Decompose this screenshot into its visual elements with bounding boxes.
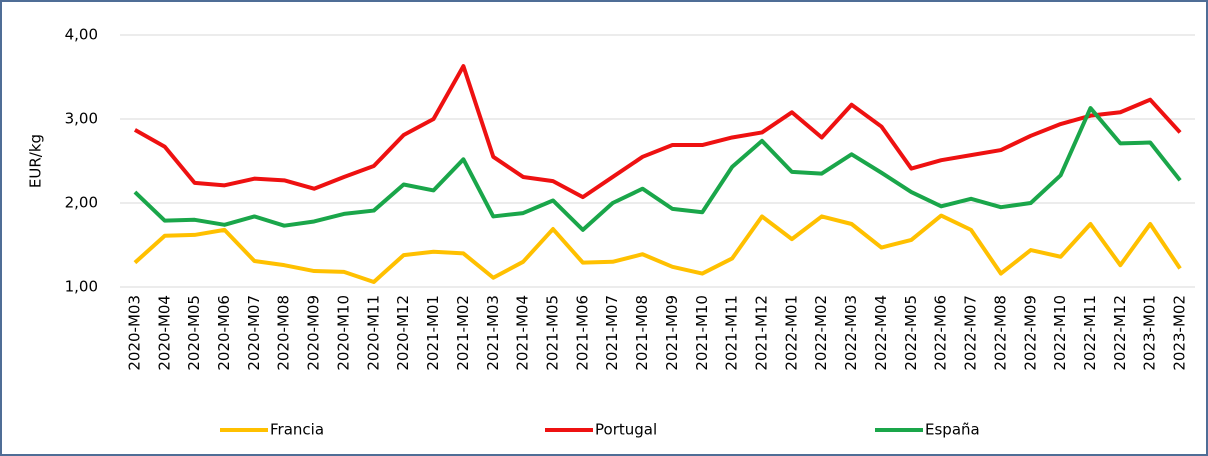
x-tick-label: 2022-M03 [842, 295, 860, 371]
x-tick-label: 2020-M10 [334, 295, 352, 371]
legend-label: España [925, 421, 980, 439]
legend-label: Portugal [595, 421, 657, 439]
series-line [133, 64, 1182, 200]
x-tick-label: 2021-M05 [543, 295, 561, 371]
x-tick-label: 2021-M08 [633, 295, 651, 371]
x-tick-label: 2020-M09 [305, 295, 323, 371]
x-tick-label: 2020-M08 [275, 295, 293, 371]
x-tick-label: 2021-M01 [424, 295, 442, 371]
x-tick-label: 2022-M05 [902, 295, 920, 371]
y-axis-label: EUR/kg [27, 134, 45, 188]
x-tick-label: 2023-M02 [1171, 295, 1189, 371]
x-tick-label: 2023-M01 [1141, 295, 1159, 371]
x-tick-label: 2021-M09 [663, 295, 681, 371]
x-tick-label: 2022-M10 [1051, 295, 1069, 371]
x-tick-label: 2022-M02 [812, 295, 830, 371]
x-tick-label: 2022-M11 [1081, 295, 1099, 371]
x-tick-label: 2020-M12 [394, 295, 412, 371]
x-tick-label: 2020-M06 [215, 295, 233, 371]
x-tick-label: 2022-M08 [991, 295, 1009, 371]
x-tick-label: 2021-M07 [603, 295, 621, 371]
x-tick-label: 2022-M07 [962, 295, 980, 371]
x-tick-label: 2021-M02 [454, 295, 472, 371]
x-tick-label: 2021-M03 [484, 295, 502, 371]
series-line [133, 213, 1182, 284]
y-tick-label: 3,00 [65, 110, 98, 128]
x-tick-label: 2020-M05 [185, 295, 203, 371]
legend-label: Francia [270, 421, 324, 439]
x-tick-label: 2020-M04 [155, 295, 173, 371]
y-tick-label: 1,00 [65, 278, 98, 296]
x-tick-label: 2022-M06 [932, 295, 950, 371]
x-tick-label: 2022-M12 [1111, 295, 1129, 371]
x-tick-label: 2022-M01 [782, 295, 800, 371]
x-tick-label: 2022-M04 [872, 295, 890, 371]
series-line [133, 106, 1182, 232]
x-tick-label: 2020-M07 [245, 295, 263, 371]
y-tick-label: 2,00 [65, 194, 98, 212]
x-tick-label: 2020-M11 [364, 295, 382, 371]
x-tick-label: 2021-M11 [723, 295, 741, 371]
x-tick-label: 2022-M09 [1021, 295, 1039, 371]
x-tick-label: 2021-M12 [753, 295, 771, 371]
x-tick-label: 2021-M06 [573, 295, 591, 371]
y-tick-label: 4,00 [65, 26, 98, 44]
x-tick-label: 2021-M04 [514, 295, 532, 371]
x-tick-label: 2021-M10 [693, 295, 711, 371]
x-tick-label: 2020-M03 [125, 295, 143, 371]
